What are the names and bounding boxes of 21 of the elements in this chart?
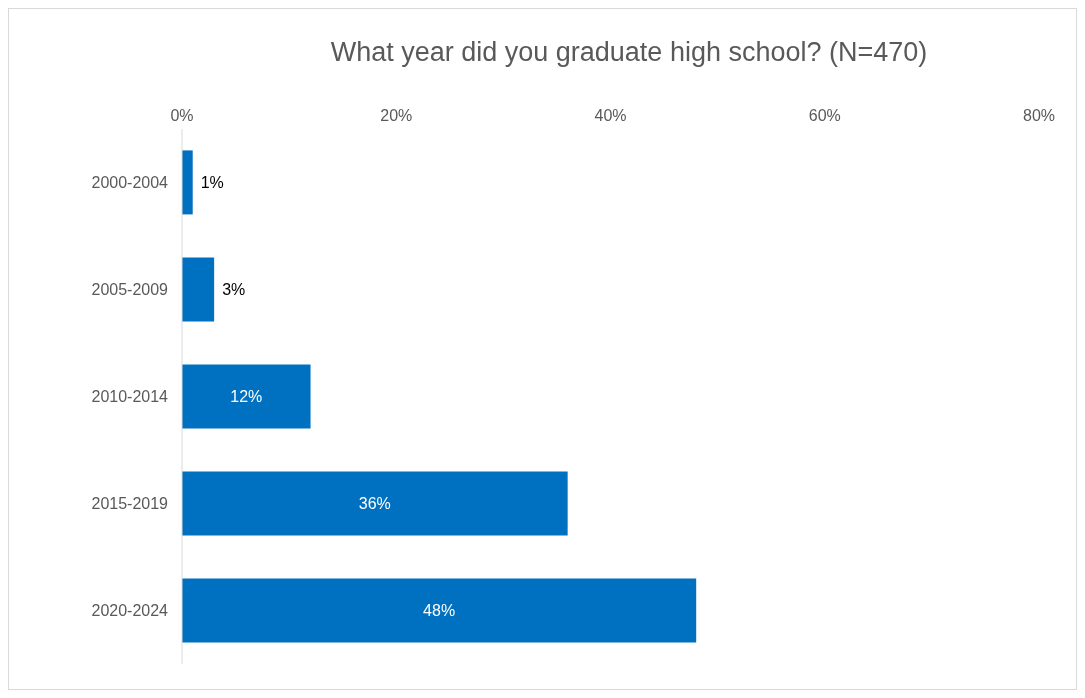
data-label: 36%	[358, 495, 391, 512]
y-tick-label: 2005-2009	[91, 281, 169, 299]
bar	[182, 578, 697, 643]
x-tick-label: 60%	[808, 107, 841, 124]
bar	[182, 364, 311, 429]
data-label: 1%	[200, 174, 224, 191]
bar	[182, 150, 193, 215]
x-tick-label: 20%	[380, 107, 413, 124]
x-tick-label: 0%	[170, 107, 194, 124]
y-tick-label: 2015-2019	[91, 495, 169, 513]
x-tick-label: 40%	[594, 107, 627, 124]
chart-title: What year did you graduate high school? (N=470)	[329, 37, 929, 68]
bar	[182, 471, 568, 536]
data-label: 3%	[222, 281, 246, 298]
y-tick-label: 2010-2014	[91, 388, 169, 406]
bar	[182, 257, 215, 322]
data-label: 48%	[423, 602, 456, 619]
y-tick-label: 2000-2004	[91, 174, 169, 192]
x-tick-label: 80%	[1022, 107, 1056, 124]
data-label: 12%	[230, 388, 263, 405]
y-tick-label: 2020-2024	[91, 602, 169, 620]
